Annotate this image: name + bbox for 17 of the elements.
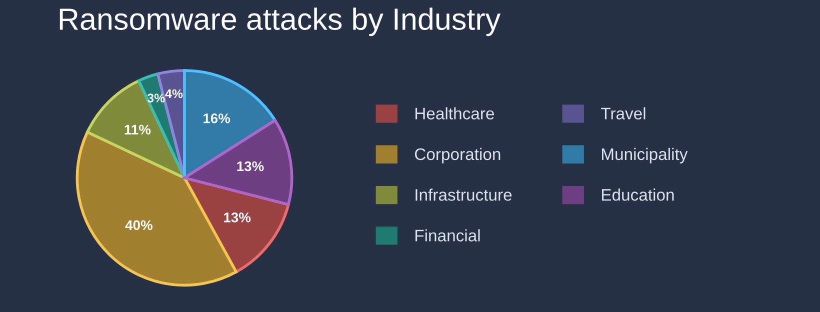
data-label: 40% (125, 220, 152, 230)
pie-slice (183, 69, 277, 180)
data-label: 13% (237, 161, 264, 172)
legend-label: Healthcare (416, 107, 494, 120)
legend-label: Travel (601, 107, 646, 120)
data-label: 13% (224, 212, 251, 222)
legend-label: Corporation (414, 148, 500, 164)
legend-label: Education (602, 188, 674, 201)
pie-slice (86, 79, 186, 180)
data-label: 16% (204, 113, 230, 124)
data-label: 11% (124, 124, 151, 134)
legend-label: Infrastructure (416, 188, 512, 201)
data-label: 3% (147, 94, 165, 102)
chart-title: Ransomware attacks by Industry (60, 8, 501, 36)
legend-label: Financial (416, 229, 480, 242)
data-label: 4% (165, 89, 183, 98)
legend-label: Municipality (602, 148, 688, 164)
